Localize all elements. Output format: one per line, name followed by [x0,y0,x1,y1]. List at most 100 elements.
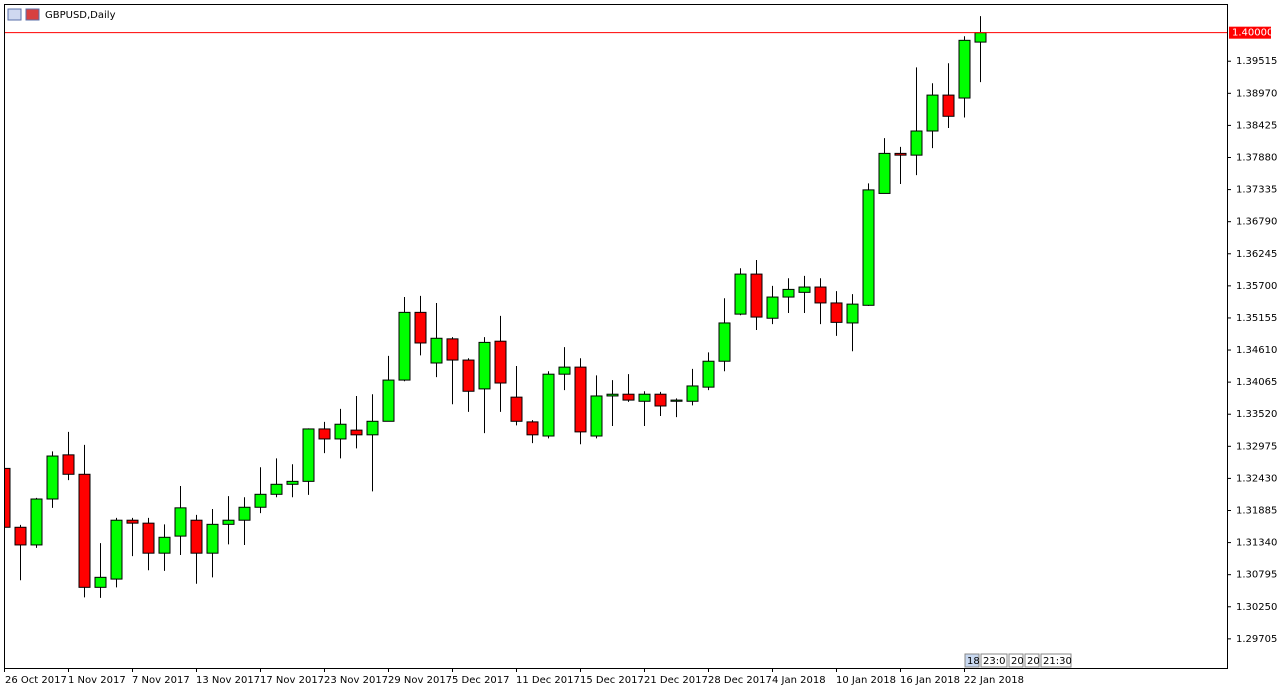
y-tick-label: 1.30250 [1236,602,1277,613]
candle-body [174,507,187,537]
candle-body [238,506,251,521]
x-tick-label: 29 Nov 2017 [388,675,452,686]
candle-body [606,393,619,397]
y-tick-label: 1.35155 [1236,313,1277,324]
candle-body [366,420,379,436]
candle-body [430,337,443,364]
candle-body [574,366,587,433]
y-tick-label: 1.37335 [1236,185,1277,196]
x-tick-label: 23 Nov 2017 [324,675,388,686]
x-tick-label: 15 Dec 2017 [580,675,644,686]
candle-body [158,536,171,554]
candle-body [110,519,123,580]
time-label: 21:30 [1043,656,1072,667]
candle-body [46,455,59,500]
x-tick-label: 10 Jan 2018 [836,675,896,686]
candle-body [270,483,283,495]
y-tick-label: 1.29705 [1236,634,1277,645]
candle-body [542,373,555,437]
candle-body [894,152,907,156]
x-tick-label: 4 Jan 2018 [772,675,826,686]
x-tick-label: 11 Dec 2017 [516,675,580,686]
x-tick-label: 17 Nov 2017 [260,675,324,686]
candle-body [862,189,875,306]
candle-body [142,522,155,554]
candle-body [478,341,491,390]
candle-body [382,379,395,422]
candle-body [30,498,43,546]
candle-body [398,311,411,381]
candle-body [126,519,139,524]
y-tick-label: 1.39515 [1236,56,1277,67]
candle-body [510,396,523,422]
x-tick-label: 7 Nov 2017 [132,675,190,686]
candle-body [254,493,267,508]
candle-body [718,322,731,362]
x-tick-label: 13 Nov 2017 [196,675,260,686]
y-tick-label: 1.36790 [1236,217,1277,228]
chart-title: GBPUSD,Daily [45,10,116,21]
x-tick-label: 5 Dec 2017 [452,675,510,686]
y-tick-label: 1.31340 [1236,538,1277,549]
candle-body [206,523,219,554]
candle-body [654,393,667,407]
time-box [980,653,1008,668]
y-tick-label: 1.35700 [1236,281,1277,292]
time-box [1024,653,1040,668]
candle-body [702,360,715,388]
candle-body [734,273,747,315]
candle-body [686,385,699,402]
y-tick-label: 1.38425 [1236,120,1277,131]
y-tick-label: 1.32430 [1236,473,1277,484]
x-tick-label: 28 Dec 2017 [708,675,772,686]
candle-body [78,473,91,588]
candle-body [590,395,603,437]
y-tick-label: 1.34065 [1236,377,1277,388]
price-label: 1.40000 [1232,28,1273,39]
chart-icons [7,8,40,21]
candle-body [190,519,203,554]
x-tick-label: 22 Jan 2018 [964,675,1024,686]
plot-frame [4,4,1228,669]
candle-body [62,454,75,475]
candle-body [334,423,347,440]
candle-body [5,467,11,528]
candle-body [318,428,331,440]
candle-body [942,94,955,117]
y-tick-label: 1.36245 [1236,249,1277,260]
candle-body [670,399,683,402]
time-label: 20 [1011,656,1024,667]
candle-body [14,526,27,546]
candle-body [958,39,971,99]
candle-body [974,32,987,43]
candle-body [750,273,763,318]
candle-body [462,359,475,392]
candle-body [926,94,939,132]
time-box [1008,653,1024,668]
x-tick-label: 1 Nov 2017 [68,675,126,686]
candle-body [878,152,891,194]
x-tick-label: 26 Oct 2017 [5,675,67,686]
candle-body [766,296,779,319]
candle-body [494,340,507,384]
candle-body [798,286,811,293]
time-box [1040,653,1072,668]
y-tick-label: 1.33520 [1236,409,1277,420]
time-box [964,653,980,668]
candle-body [286,480,299,485]
candle-body [910,130,923,156]
candle-body [414,311,427,344]
time-label: 18: [967,656,983,667]
candle-body [638,393,651,402]
candle-body [350,429,363,436]
candle-body [94,576,107,588]
candle-body [830,302,843,323]
candle-body [558,366,571,375]
plot-area [5,16,987,598]
candle-body [302,428,315,482]
price-label-box [1229,26,1271,39]
candle-body [814,286,827,304]
candle-body [782,288,795,298]
